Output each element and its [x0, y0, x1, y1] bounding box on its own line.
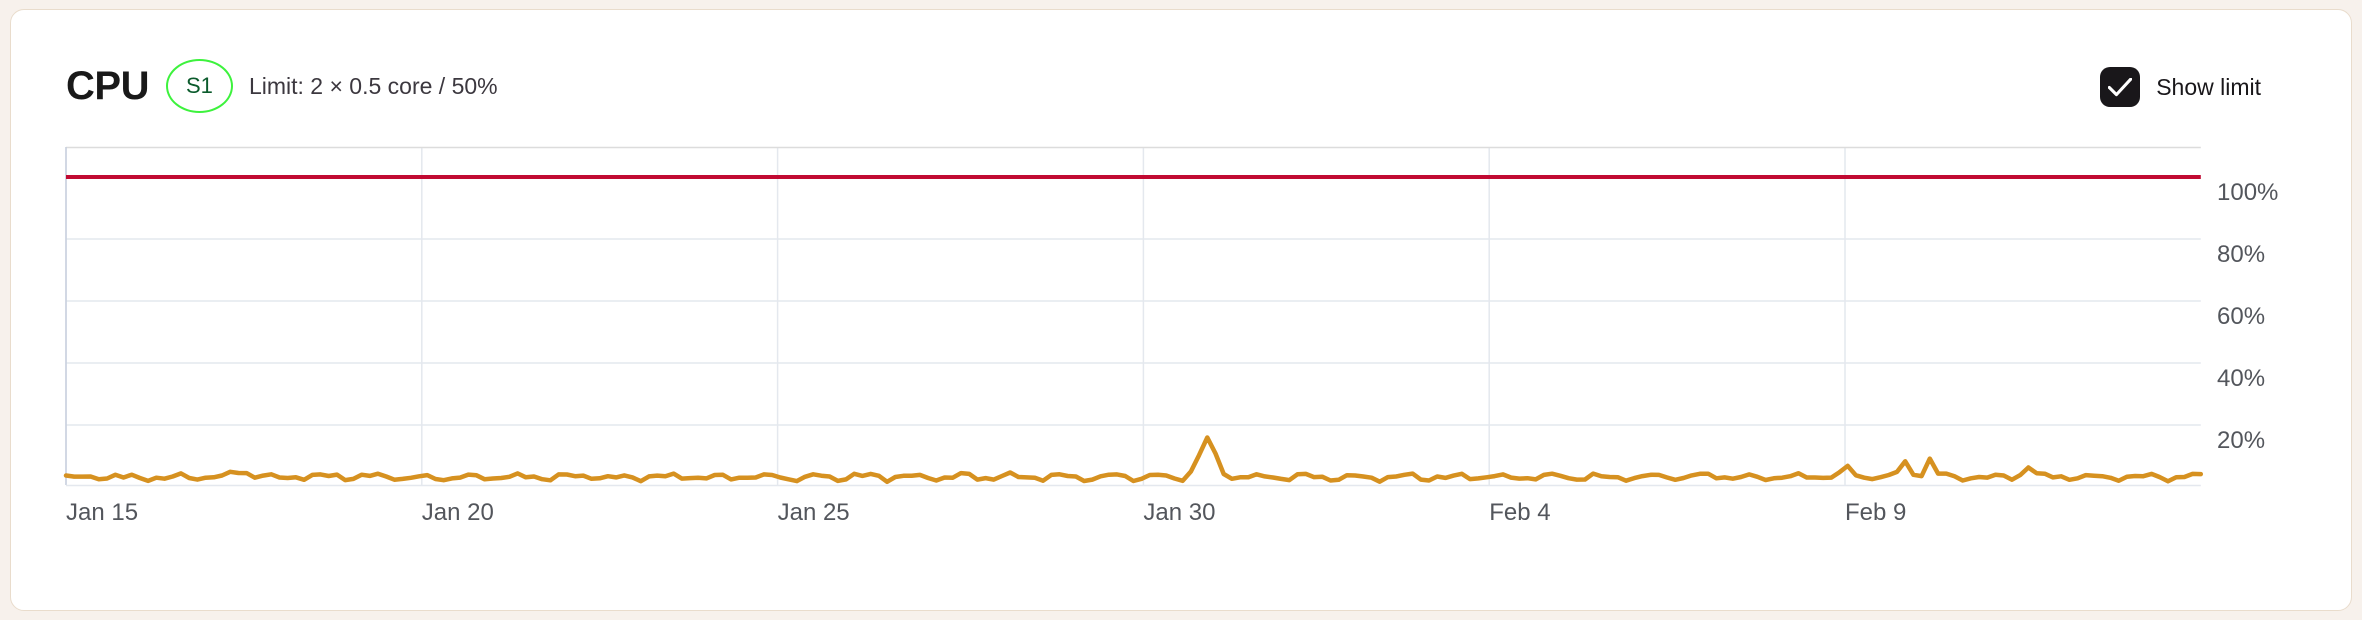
svg-text:Jan 15: Jan 15 [66, 499, 138, 526]
svg-text:80%: 80% [2217, 241, 2265, 268]
svg-text:20%: 20% [2217, 427, 2265, 454]
svg-text:Feb 9: Feb 9 [1845, 499, 1906, 526]
svg-text:100%: 100% [2217, 179, 2278, 206]
svg-text:40%: 40% [2217, 365, 2265, 392]
svg-text:Feb 4: Feb 4 [1489, 499, 1550, 526]
svg-text:60%: 60% [2217, 303, 2265, 330]
svg-text:Jan 25: Jan 25 [778, 499, 850, 526]
svg-text:Jan 20: Jan 20 [422, 499, 494, 526]
svg-text:Jan 30: Jan 30 [1143, 499, 1215, 526]
